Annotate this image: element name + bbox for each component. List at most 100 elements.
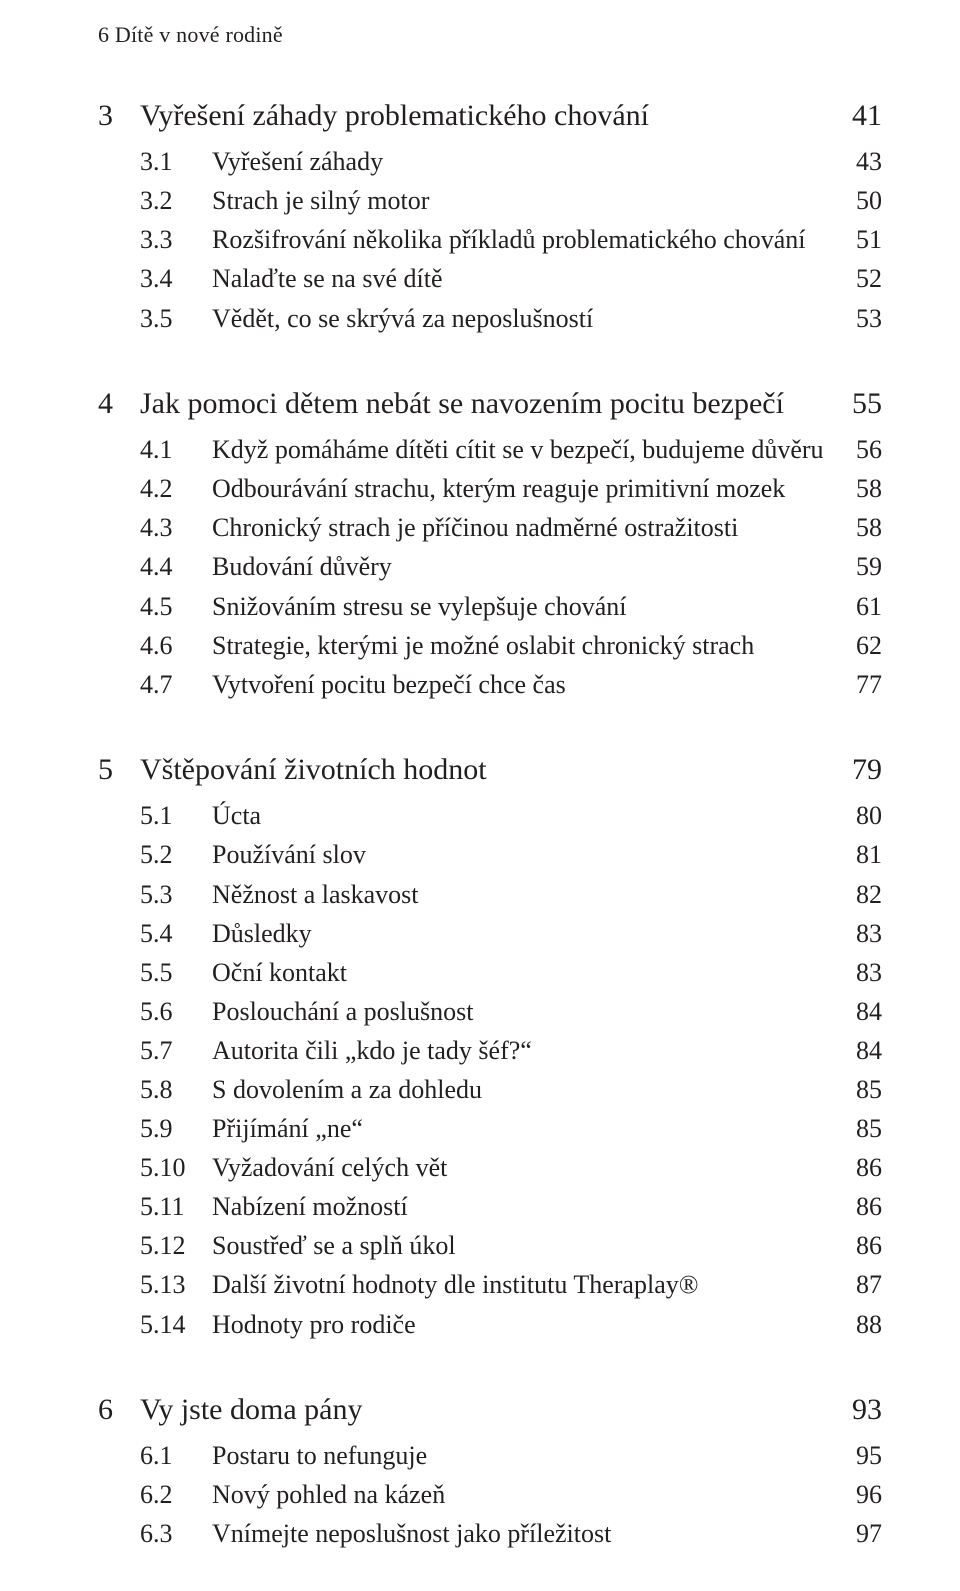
toc-sub-number: 6.2 <box>98 1477 212 1512</box>
toc-sub-number: 5.13 <box>98 1267 212 1302</box>
toc-chapter: 5Vštěpování životních hodnot795.1Úcta805… <box>98 750 882 1342</box>
toc-sub-title: Něžnost a laskavost <box>212 877 838 912</box>
toc-sub-row: 5.11Nabízení možností86 <box>98 1189 882 1224</box>
toc-sub-number: 5.14 <box>98 1307 212 1342</box>
toc-chapter-page: 55 <box>838 384 882 425</box>
toc-sub-title: Další životní hodnoty dle institutu Ther… <box>212 1267 838 1302</box>
toc-sub-row: 4.1Když pomáháme dítěti cítit se v bezpe… <box>98 432 882 467</box>
toc-chapter-number: 6 <box>98 1390 140 1431</box>
toc-sub-row: 6.2Nový pohled na kázeň96 <box>98 1477 882 1512</box>
toc-sub-title: Vyřešení záhady <box>212 144 838 179</box>
toc-sub-number: 5.10 <box>98 1150 212 1185</box>
toc-sub-number: 6.1 <box>98 1438 212 1473</box>
toc-sub-title: Když pomáháme dítěti cítit se v bezpečí,… <box>212 432 838 467</box>
toc-sub-title: Strach je silný motor <box>212 183 838 218</box>
toc-sub-title: Poslouchání a poslušnost <box>212 994 838 1029</box>
toc-sub-page: 77 <box>838 667 882 702</box>
toc-sub-page: 56 <box>838 432 882 467</box>
page: 6 Dítě v nové rodině 3Vyřešení záhady pr… <box>0 0 960 1591</box>
toc-sub-row: 5.10Vyžadování celých vět86 <box>98 1150 882 1185</box>
toc-chapter-row: 4Jak pomoci dětem nebát se navozením poc… <box>98 384 882 425</box>
toc-sub-title: Vědět, co se skrývá za neposlušností <box>212 301 838 336</box>
toc-chapter-title: Jak pomoci dětem nebát se navozením poci… <box>140 384 838 425</box>
toc-sub-title: Budování důvěry <box>212 549 838 584</box>
toc-sub-row: 5.13Další životní hodnoty dle institutu … <box>98 1267 882 1302</box>
toc-sub-page: 96 <box>838 1477 882 1512</box>
toc-sub-number: 4.3 <box>98 510 212 545</box>
toc-chapter-title: Vy jste doma pány <box>140 1390 838 1431</box>
toc-sub-row: 5.4Důsledky83 <box>98 916 882 951</box>
toc-sub-number: 4.7 <box>98 667 212 702</box>
toc-chapter-row: 5Vštěpování životních hodnot79 <box>98 750 882 791</box>
toc-sub-title: Vytvoření pocitu bezpečí chce čas <box>212 667 838 702</box>
toc-sub-page: 86 <box>838 1150 882 1185</box>
toc-sub-page: 61 <box>838 589 882 624</box>
toc-sub-title: Nabízení možností <box>212 1189 838 1224</box>
toc-sub-page: 83 <box>838 955 882 990</box>
toc-sub-row: 4.4Budování důvěry59 <box>98 549 882 584</box>
toc-sub-page: 58 <box>838 510 882 545</box>
toc-sub-row: 5.3Něžnost a laskavost82 <box>98 877 882 912</box>
toc-sub-title: Hodnoty pro rodiče <box>212 1307 838 1342</box>
toc-sub-page: 85 <box>838 1111 882 1146</box>
toc-sub-row: 5.14Hodnoty pro rodiče88 <box>98 1307 882 1342</box>
toc-sub-row: 3.1Vyřešení záhady43 <box>98 144 882 179</box>
toc-sub-number: 5.9 <box>98 1111 212 1146</box>
toc-sub-row: 4.6Strategie, kterými je možné oslabit c… <box>98 628 882 663</box>
toc-sub-number: 4.4 <box>98 549 212 584</box>
toc-sub-title: Přijímání „ne“ <box>212 1111 838 1146</box>
toc-sub-number: 5.3 <box>98 877 212 912</box>
toc-sub-title: Autorita čili „kdo je tady šéf?“ <box>212 1033 838 1068</box>
toc-sub-number: 3.2 <box>98 183 212 218</box>
toc-sub-page: 62 <box>838 628 882 663</box>
toc-sub-row: 5.8S dovolením a za dohledu85 <box>98 1072 882 1107</box>
toc-chapter-title: Vštěpování životních hodnot <box>140 750 838 791</box>
toc-sub-title: Rozšifrování několika příkladů problemat… <box>212 222 838 257</box>
toc-sub-page: 58 <box>838 471 882 506</box>
toc-sub-page: 83 <box>838 916 882 951</box>
table-of-contents: 3Vyřešení záhady problematického chování… <box>98 96 882 1552</box>
toc-subsections: 5.1Úcta805.2Používání slov815.3Něžnost a… <box>98 798 882 1341</box>
toc-chapter-page: 79 <box>838 750 882 791</box>
toc-sub-number: 5.5 <box>98 955 212 990</box>
toc-sub-page: 88 <box>838 1307 882 1342</box>
toc-sub-number: 3.3 <box>98 222 212 257</box>
toc-sub-page: 53 <box>838 301 882 336</box>
toc-sub-row: 5.2Používání slov81 <box>98 837 882 872</box>
toc-sub-row: 4.3Chronický strach je příčinou nadměrné… <box>98 510 882 545</box>
toc-sub-page: 51 <box>838 222 882 257</box>
toc-sub-page: 95 <box>838 1438 882 1473</box>
toc-sub-row: 4.7Vytvoření pocitu bezpečí chce čas77 <box>98 667 882 702</box>
toc-sub-row: 3.5Vědět, co se skrývá za neposlušností5… <box>98 301 882 336</box>
toc-sub-number: 5.11 <box>98 1189 212 1224</box>
toc-sub-row: 3.3Rozšifrování několika příkladů proble… <box>98 222 882 257</box>
toc-sub-number: 4.5 <box>98 589 212 624</box>
toc-sub-row: 5.12Soustřeď se a splň úkol86 <box>98 1228 882 1263</box>
toc-sub-number: 5.6 <box>98 994 212 1029</box>
toc-sub-page: 52 <box>838 261 882 296</box>
toc-sub-title: Chronický strach je příčinou nadměrné os… <box>212 510 838 545</box>
toc-sub-number: 3.1 <box>98 144 212 179</box>
toc-sub-page: 84 <box>838 1033 882 1068</box>
toc-sub-title: Nový pohled na kázeň <box>212 1477 838 1512</box>
toc-sub-page: 97 <box>838 1516 882 1551</box>
toc-sub-page: 81 <box>838 837 882 872</box>
toc-sub-title: Snižováním stresu se vylepšuje chování <box>212 589 838 624</box>
toc-sub-number: 4.2 <box>98 471 212 506</box>
toc-sub-number: 4.6 <box>98 628 212 663</box>
toc-sub-number: 5.1 <box>98 798 212 833</box>
toc-sub-title: Odbourávání strachu, kterým reaguje prim… <box>212 471 838 506</box>
toc-sub-row: 5.6Poslouchání a poslušnost84 <box>98 994 882 1029</box>
toc-sub-number: 5.2 <box>98 837 212 872</box>
toc-subsections: 3.1Vyřešení záhady43 3.2Strach je silný m… <box>98 144 882 335</box>
toc-sub-row: 3.2Strach je silný motor50 <box>98 183 882 218</box>
toc-sub-number: 3.5 <box>98 301 212 336</box>
toc-subsections: 4.1Když pomáháme dítěti cítit se v bezpe… <box>98 432 882 702</box>
toc-sub-title: Vnímejte neposlušnost jako příležitost <box>212 1516 838 1551</box>
toc-chapter: 6Vy jste doma pány936.1Postaru to nefung… <box>98 1390 882 1552</box>
toc-chapter-page: 93 <box>838 1390 882 1431</box>
toc-chapter: 4Jak pomoci dětem nebát se navozením poc… <box>98 384 882 702</box>
toc-sub-number: 5.4 <box>98 916 212 951</box>
toc-chapter-number: 3 <box>98 96 140 137</box>
toc-sub-row: 4.5Snižováním stresu se vylepšuje chován… <box>98 589 882 624</box>
